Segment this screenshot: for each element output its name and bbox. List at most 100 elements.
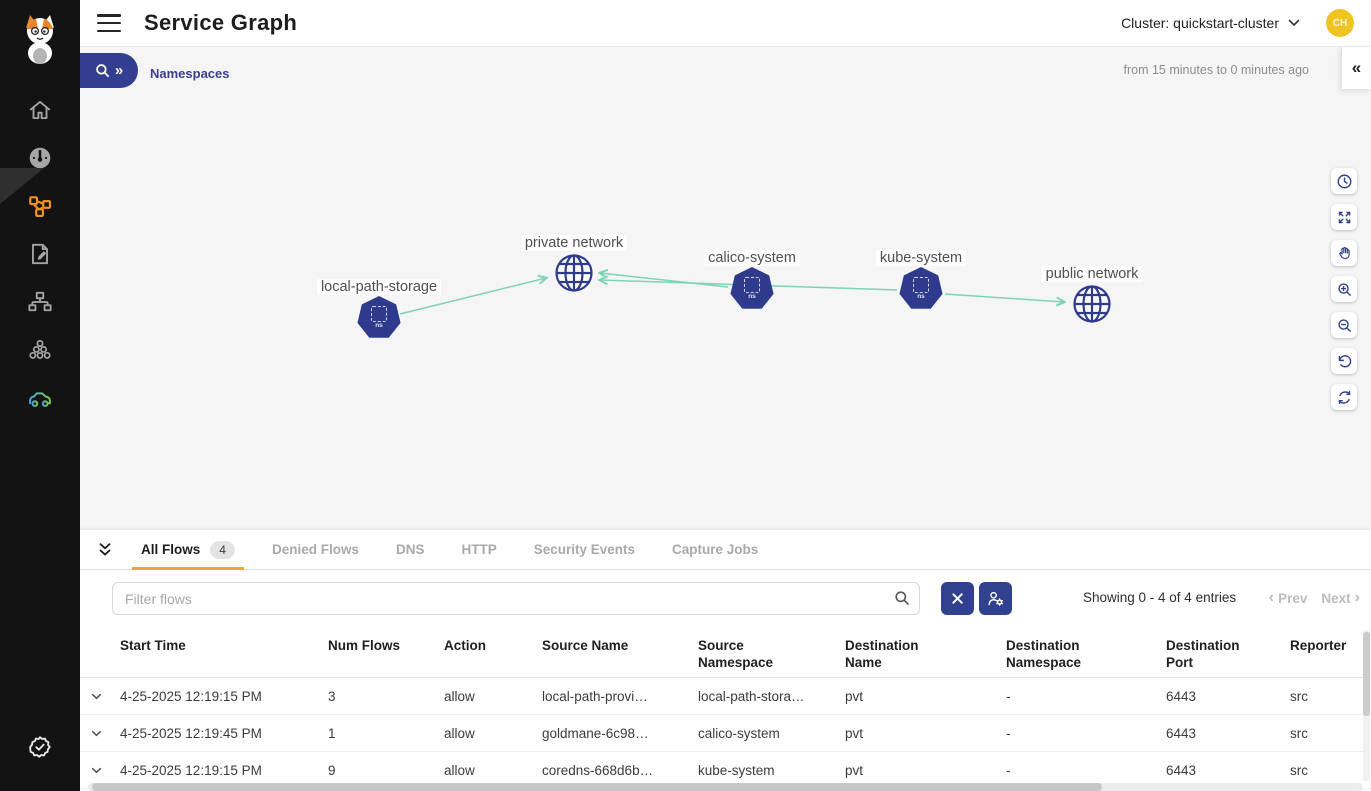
zoom-in-button[interactable] (1331, 276, 1357, 302)
chevron-down-icon (91, 693, 102, 699)
collapse-panel-button[interactable] (96, 541, 114, 559)
sidebar-item-verified[interactable] (0, 725, 80, 773)
tab-security-events[interactable]: Security Events (533, 542, 636, 557)
col-destination-name[interactable]: Destination Name (845, 638, 919, 670)
policies-icon (27, 241, 53, 272)
undo-icon (1338, 354, 1351, 367)
zoom-out-button[interactable] (1331, 312, 1357, 338)
close-icon (952, 593, 963, 604)
chevron-down-icon (91, 730, 102, 736)
network-tree-icon (27, 289, 53, 320)
col-start-time[interactable]: Start Time (120, 638, 186, 653)
showing-entries-label: Showing 0 - 4 of 4 entries (1083, 590, 1237, 605)
chevron-down-icon (91, 767, 102, 773)
col-destination-namespace[interactable]: Destination Namespace (1006, 638, 1082, 670)
dashboard-gauge-icon (27, 145, 53, 176)
pagination: ‹ Prev Next › (1269, 590, 1360, 606)
col-num-flows[interactable]: Num Flows (328, 638, 401, 653)
col-destination-port[interactable]: Destination Port (1166, 638, 1240, 670)
globe-icon (1073, 285, 1111, 323)
right-panel-toggle[interactable]: « (1341, 47, 1371, 90)
search-icon (895, 591, 909, 605)
node-label[interactable]: local-path-storage (316, 279, 442, 295)
tab-dns[interactable]: DNS (395, 542, 425, 557)
active-item-notch (0, 168, 44, 204)
column-settings-button[interactable] (979, 582, 1012, 615)
double-chevron-left-icon: « (1351, 58, 1362, 77)
time-settings-button[interactable] (1331, 168, 1357, 194)
undo-button[interactable] (1331, 348, 1357, 374)
graph-node-private-network[interactable] (552, 251, 596, 295)
expand-row-button[interactable] (90, 690, 120, 703)
sidebar-item-dashboard[interactable] (0, 136, 80, 184)
sidebar-item-network-sets[interactable] (0, 280, 80, 328)
horizontal-scrollbar-thumb[interactable] (92, 783, 1102, 791)
zoom-out-icon (1337, 318, 1351, 332)
refresh-button[interactable] (1331, 384, 1357, 410)
col-action[interactable]: Action (444, 638, 486, 653)
tab-http[interactable]: HTTP (461, 542, 497, 557)
next-page-button[interactable]: Next › (1321, 589, 1360, 606)
sidebar-nav (0, 88, 80, 424)
globe-icon (555, 254, 593, 292)
horizontal-scrollbar[interactable] (88, 783, 1363, 791)
avatar[interactable]: CH (1326, 9, 1354, 37)
col-source-namespace[interactable]: Source Namespace (698, 638, 774, 670)
double-chevron-right-icon: » (114, 62, 124, 79)
clock-icon (1337, 174, 1351, 188)
prev-page-button[interactable]: ‹ Prev (1268, 589, 1308, 606)
flows-filter-row: Showing 0 - 4 of 4 entries ‹Prev Next› (80, 582, 1371, 615)
cluster-nodes-icon (27, 337, 53, 368)
cluster-selector[interactable]: Cluster: quickstart-cluster (1121, 15, 1300, 31)
hamburger-menu-button[interactable] (97, 14, 121, 32)
vertical-scrollbar[interactable] (1363, 630, 1370, 781)
calico-cat-logo (17, 12, 63, 66)
vertical-scrollbar-thumb[interactable] (1363, 632, 1370, 716)
zoom-in-icon (1337, 282, 1351, 296)
table-row[interactable]: 4-25-2025 12:19:15 PM 3 allow local-path… (80, 678, 1371, 715)
graph-toolbar (1331, 168, 1357, 410)
search-icon (96, 64, 109, 78)
top-header: Service Graph Cluster: quickstart-cluste… (80, 0, 1371, 47)
table-row[interactable]: 4-25-2025 12:19:45 PM 1 allow goldmane-6… (80, 715, 1371, 752)
filter-flows-input[interactable] (112, 582, 920, 615)
namespace-glyph (371, 306, 387, 323)
fit-screen-button[interactable] (1331, 204, 1357, 230)
flows-panel: All Flows 4 Denied Flows DNS HTTP Securi… (80, 530, 1371, 791)
fit-screen-icon (1338, 211, 1350, 223)
tab-capture-jobs[interactable]: Capture Jobs (672, 542, 759, 557)
home-icon (27, 97, 53, 128)
chevron-down-icon (1288, 19, 1300, 27)
graph-node-public-network[interactable] (1070, 282, 1114, 326)
node-label[interactable]: calico-system (704, 250, 800, 266)
breadcrumb[interactable]: Namespaces (150, 66, 230, 81)
time-range-label: from 15 minutes to 0 minutes ago (1123, 63, 1309, 77)
cluster-selector-label: Cluster: quickstart-cluster (1121, 15, 1279, 31)
double-chevron-down-icon (99, 542, 111, 555)
sidebar-item-home[interactable] (0, 88, 80, 136)
expand-row-button[interactable] (90, 764, 120, 777)
namespace-glyph (913, 277, 929, 294)
sidebar-item-clusters[interactable] (0, 328, 80, 376)
node-label[interactable]: private network (520, 235, 628, 251)
sidebar-item-whisker[interactable] (0, 376, 80, 424)
graph-search-pill[interactable]: » (80, 53, 138, 88)
node-label[interactable]: public network (1041, 266, 1143, 282)
refresh-icon (1338, 390, 1350, 404)
expand-row-button[interactable] (90, 727, 120, 740)
sidebar-item-policies[interactable] (0, 232, 80, 280)
col-reporter[interactable]: Reporter (1290, 638, 1347, 653)
car-icon (26, 384, 54, 417)
page-title: Service Graph (144, 10, 298, 35)
node-label[interactable]: kube-system (875, 250, 967, 266)
service-graph-canvas: » Namespaces from 15 minutes to 0 minute… (80, 47, 1371, 791)
tab-all-flows[interactable]: All Flows 4 (132, 530, 244, 570)
verified-badge-icon (27, 734, 53, 765)
user-gear-icon (988, 591, 1003, 606)
col-source-name[interactable]: Source Name (542, 638, 629, 653)
pan-hand-button[interactable] (1331, 240, 1357, 266)
clear-filter-button[interactable] (941, 582, 974, 615)
all-flows-count-badge: 4 (210, 540, 235, 559)
tab-denied-flows[interactable]: Denied Flows (271, 542, 359, 557)
